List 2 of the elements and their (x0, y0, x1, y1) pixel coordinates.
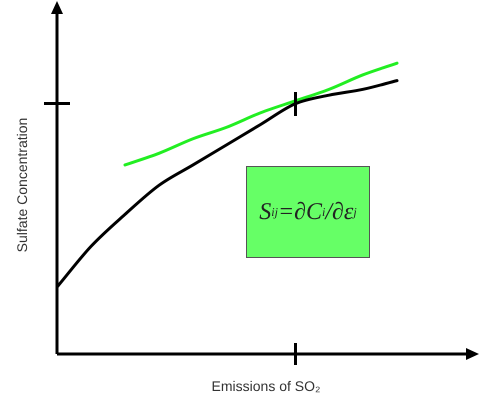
x-axis-title: Emissions of SO₂ (210, 378, 322, 394)
y-axis-title: Sulfate Concentration (14, 118, 30, 252)
